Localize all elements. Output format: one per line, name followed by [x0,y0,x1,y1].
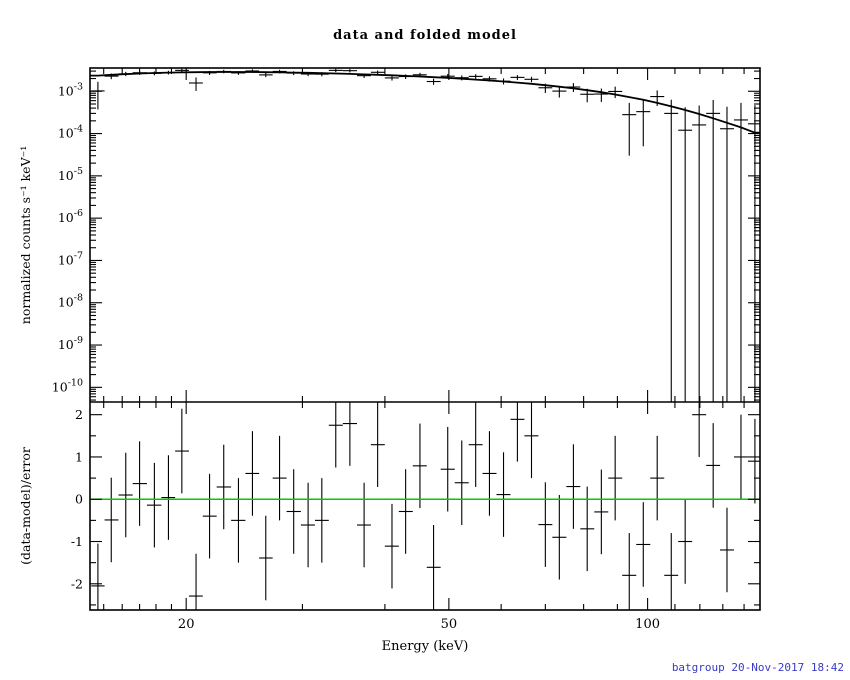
svg-text:10-6: 10-6 [58,208,83,225]
svg-text:0: 0 [75,492,83,507]
svg-text:10-8: 10-8 [58,293,83,310]
x-axis-label: Energy (keV) [382,639,469,654]
svg-text:-2: -2 [71,576,83,591]
x-tick-label: 100 [635,617,660,632]
x-tick-label: 20 [178,617,195,632]
svg-text:10-9: 10-9 [58,335,83,352]
x-axis-ticks [103,68,745,610]
svg-text:1: 1 [75,450,83,465]
svg-text:10-10: 10-10 [52,377,83,394]
spectrum-y-ticks: 10-3 10-4 10-5 10-6 10-7 10-8 10-9 10-10 [52,70,760,401]
residual-data-points [91,402,760,610]
residual-y-ticks: -2 -1 0 1 2 [71,407,760,606]
y-axis-label-top: normalized counts s⁻¹ keV⁻¹ [18,146,33,324]
credit-stamp: batgroup 20-Nov-2017 18:42 [671,661,844,674]
svg-text:10-3: 10-3 [58,81,83,98]
spectrum-data-points [91,68,760,402]
y-axis-label-bottom: (data-model)/error [18,447,33,565]
svg-text:-1: -1 [71,534,83,549]
x-tick-label: 50 [441,617,458,632]
model-line [90,71,760,134]
svg-text:10-4: 10-4 [58,124,83,141]
plot-frame [89,67,761,611]
svg-text:10-7: 10-7 [58,250,83,267]
svg-text:2: 2 [75,407,83,422]
page-title: data and folded model [333,28,517,43]
svg-text:10-5: 10-5 [58,166,83,183]
